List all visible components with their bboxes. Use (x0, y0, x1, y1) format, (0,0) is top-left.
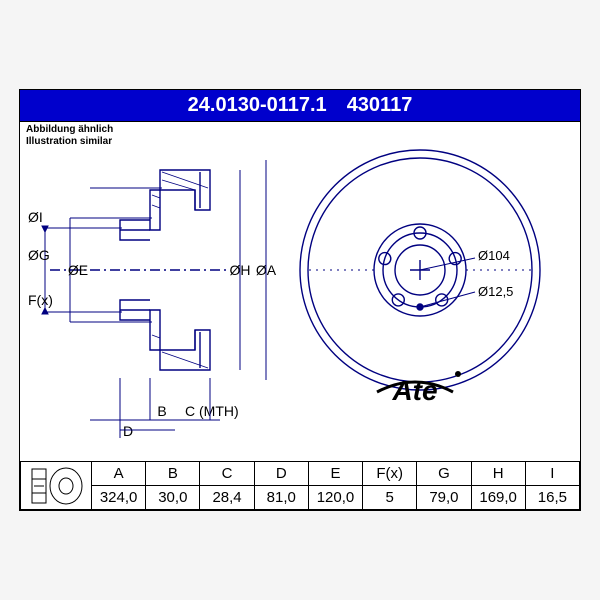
label-D: D (123, 423, 133, 439)
val-B: 30,0 (146, 486, 200, 510)
table-value-row: 324,0 30,0 28,4 81,0 120,0 5 79,0 169,0 … (21, 486, 580, 510)
val-G: 79,0 (417, 486, 471, 510)
label-B: B (157, 403, 166, 419)
val-E: 120,0 (308, 486, 362, 510)
col-E: E (308, 462, 362, 486)
bolt-diam-12.5: Ø12,5 (478, 284, 513, 299)
alt-number: 430117 (347, 94, 413, 116)
diagram-frame: 24.0130-0117.1430117 Abbildung ähnlich I… (19, 89, 581, 511)
col-G: G (417, 462, 471, 486)
technical-drawing: ØI ØG ØE F(x) ØH ØA B D C (MTH) (20, 120, 580, 450)
col-D: D (254, 462, 308, 486)
col-B: B (146, 462, 200, 486)
col-A: A (92, 462, 146, 486)
ate-logo: Ate (391, 375, 437, 406)
dimension-table: A B C D E F(x) G H I 324,0 30,0 28,4 81,… (20, 461, 580, 510)
label-G: ØG (28, 247, 50, 263)
col-I: I (525, 462, 579, 486)
part-number: 24.0130-0117.1 (188, 94, 327, 116)
val-C: 28,4 (200, 486, 254, 510)
val-I: 16,5 (525, 486, 579, 510)
label-C: C (MTH) (185, 403, 239, 419)
val-H: 169,0 (471, 486, 525, 510)
header-bar: 24.0130-0117.1 430117 (20, 90, 580, 122)
val-D: 81,0 (254, 486, 308, 510)
label-Fx: F(x) (28, 292, 53, 308)
disc-type-icon (21, 462, 92, 510)
label-E: ØE (68, 262, 88, 278)
val-A: 324,0 (92, 486, 146, 510)
val-F: 5 (363, 486, 417, 510)
center-diam-104: Ø104 (478, 248, 510, 263)
col-C: C (200, 462, 254, 486)
drawing-svg: ØI ØG ØE F(x) ØH ØA B D C (MTH) (20, 120, 580, 450)
label-I: ØI (28, 209, 43, 225)
col-H: H (471, 462, 525, 486)
col-F: F(x) (363, 462, 417, 486)
table-header-row: A B C D E F(x) G H I (21, 462, 580, 486)
